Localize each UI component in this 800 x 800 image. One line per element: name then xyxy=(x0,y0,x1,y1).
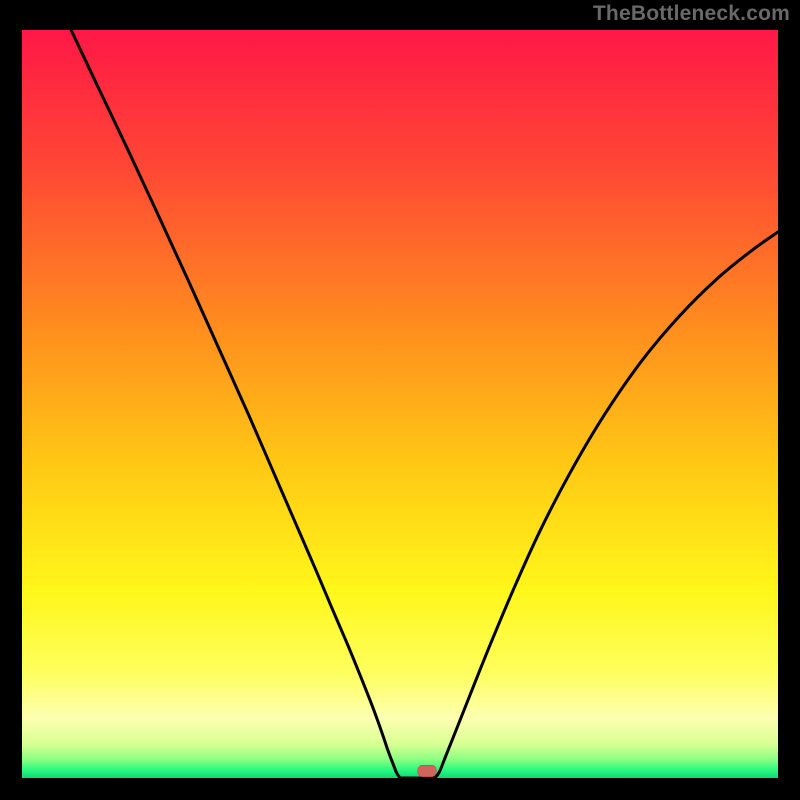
optimal-point-marker xyxy=(418,765,437,777)
watermark-text: TheBottleneck.com xyxy=(593,2,790,26)
border-left xyxy=(0,0,22,800)
plot-svg xyxy=(0,0,800,800)
gradient-background xyxy=(22,30,778,778)
bottleneck-curve xyxy=(71,30,778,778)
border-bottom xyxy=(0,778,800,800)
border-right xyxy=(778,0,800,800)
chart-container: TheBottleneck.com xyxy=(0,0,800,800)
